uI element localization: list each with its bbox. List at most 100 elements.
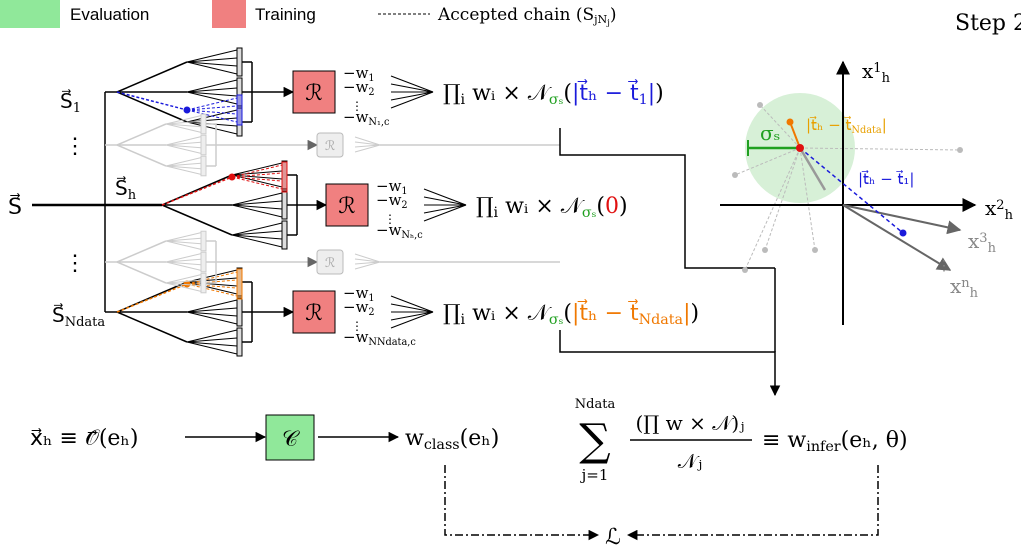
tree-leaf	[165, 282, 202, 287]
vdots: ⋮	[937, 258, 951, 274]
gray-link	[798, 147, 827, 191]
tree-leaf	[165, 232, 202, 242]
tree-leaf	[186, 61, 238, 67]
text-part: 3	[979, 231, 987, 246]
fan	[390, 311, 434, 321]
tree-leaf	[165, 282, 202, 292]
text-part: 1	[401, 186, 407, 197]
text-part: class	[424, 437, 460, 453]
text-part: σₛ	[582, 205, 597, 221]
chain-bar	[236, 268, 243, 300]
dist-1-label: |t⃗ₕ − t⃗₁|	[858, 169, 914, 188]
text-part: ⋮	[64, 134, 86, 159]
text-part: Nₕ,c	[401, 230, 423, 241]
fan	[390, 91, 434, 101]
chain-bar	[281, 161, 288, 193]
text-part: x	[862, 59, 874, 83]
fan	[390, 83, 434, 93]
text-part: wᵢ × 𝒩	[465, 81, 552, 106]
tree-branch	[116, 240, 167, 263]
text-part: S⃗	[115, 175, 128, 200]
tree-leaf	[231, 234, 283, 248]
legend-label: Accepted chain (SjNj)	[437, 5, 617, 28]
tree-leaf	[186, 341, 238, 355]
point-N	[786, 118, 794, 126]
ghost-fan	[354, 141, 381, 146]
tree-leaf	[231, 192, 283, 206]
text-part: i	[461, 92, 466, 108]
weight-label: −w2	[343, 298, 375, 318]
text-part: )	[655, 81, 664, 106]
fan	[423, 204, 467, 214]
tree-leaf	[165, 261, 202, 271]
tree-leaf	[186, 121, 238, 135]
text-part: 1	[873, 61, 881, 76]
text-part: ∏	[443, 301, 461, 326]
tree-leaf	[165, 136, 202, 146]
tree-leaf	[231, 174, 283, 188]
tree-leaf	[186, 79, 238, 93]
text-part: ℒ	[605, 525, 621, 549]
tree-branch	[116, 123, 167, 146]
ghost-fan	[354, 261, 381, 270]
fan	[390, 303, 434, 313]
gray-point	[812, 247, 818, 253]
text-part: h	[882, 71, 891, 86]
text-part: 1	[368, 73, 374, 84]
dist-line	[799, 147, 904, 234]
sigma-label: σₛ	[760, 121, 780, 145]
tree-bar	[200, 272, 207, 294]
text-part: Accepted chain (S	[437, 5, 594, 25]
w-infer: ≡ winfer(eₕ, θ)	[762, 428, 908, 455]
tree-leaf	[165, 240, 202, 250]
text-part: −w	[343, 328, 369, 346]
text-part: infer	[806, 439, 841, 455]
text-part: 𝒞	[282, 427, 300, 452]
gray-point	[757, 102, 763, 108]
gray-chain	[799, 147, 816, 251]
row-label: S⃗1	[60, 88, 81, 116]
tree-leaf	[165, 162, 202, 167]
tree-leaf	[165, 279, 202, 284]
vdots: ⋮	[64, 251, 86, 276]
text-part: i	[494, 205, 499, 221]
text-part: 2	[368, 87, 374, 98]
legend-label: Training	[255, 5, 316, 24]
text-part: ⋮	[64, 251, 86, 276]
input-label: S⃗	[8, 193, 22, 220]
chain-leaf	[231, 164, 283, 178]
text-part: Ndata	[65, 315, 106, 330]
text-part: h	[988, 241, 997, 256]
ghost-fan	[354, 136, 381, 146]
box-label: ℛ	[305, 301, 323, 326]
box-label: ℛ	[305, 81, 323, 106]
fan	[423, 196, 467, 206]
legend-swatch-training	[212, 0, 246, 28]
tree-leaf	[186, 281, 238, 287]
chain-line	[161, 176, 233, 206]
chain-line	[116, 91, 188, 111]
text-part: ℛ	[338, 194, 356, 219]
tree-branch	[116, 91, 188, 123]
fan	[390, 295, 434, 313]
ghost-fan	[354, 258, 381, 263]
text-part: 2	[368, 307, 374, 318]
weight-label: −w1	[343, 64, 375, 84]
tree-branch	[161, 204, 233, 236]
tree-leaf	[186, 87, 238, 93]
tree-leaf	[165, 258, 202, 263]
text-part: ℛ	[325, 256, 335, 271]
text-part: Ndata	[851, 125, 882, 136]
gray-point	[742, 267, 748, 273]
tree-leaf	[231, 204, 283, 218]
basis-arrow	[842, 204, 952, 271]
text-part: NNdata,c	[368, 337, 416, 348]
sum-top: Ndata	[575, 397, 616, 412]
text-part: h	[970, 286, 979, 301]
tree-bar	[200, 230, 207, 252]
tree-leaf	[165, 274, 202, 284]
chain-leaf	[186, 97, 238, 111]
text-part: w	[405, 426, 424, 451]
box-evaluation	[265, 414, 315, 461]
text-part: (∏ w × 𝒩)ⱼ	[636, 411, 745, 435]
